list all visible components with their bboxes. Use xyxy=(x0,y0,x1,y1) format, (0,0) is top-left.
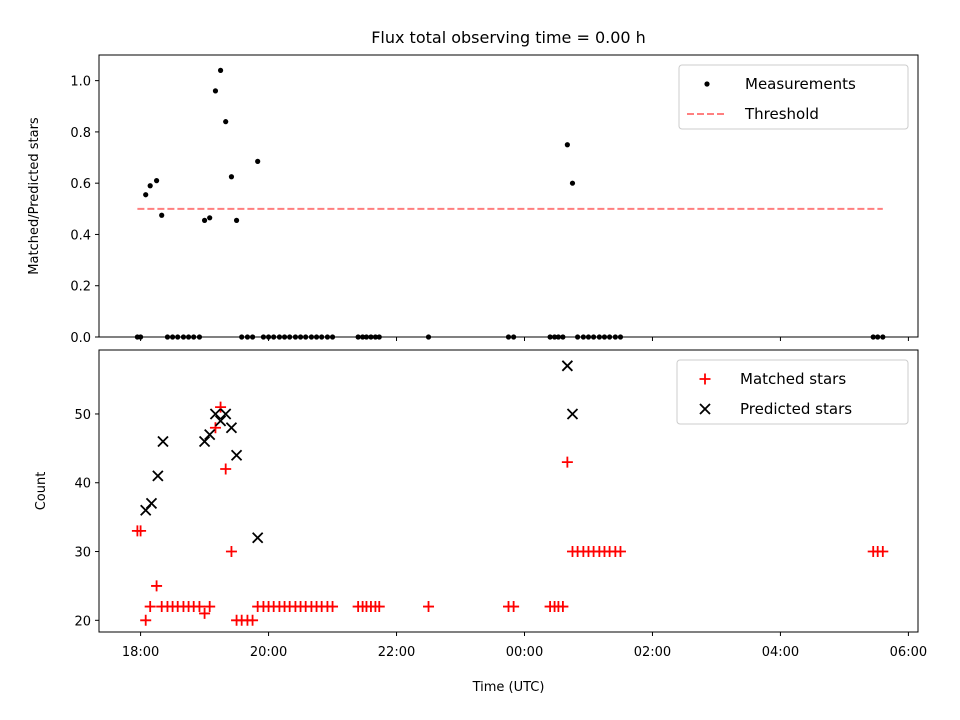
dot-point xyxy=(153,178,160,184)
legend-label: Threshold xyxy=(744,105,819,123)
plus-point xyxy=(557,601,569,613)
x-tick-label: 22:00 xyxy=(378,645,415,660)
panel-ratio: Flux total observing time = 0.00 h 0.0 0.2… xyxy=(27,28,919,346)
plus-point xyxy=(508,601,520,613)
x-point xyxy=(157,435,169,448)
plus-point xyxy=(135,525,147,537)
x-tick-label: 06:00 xyxy=(890,645,927,660)
plus-point xyxy=(247,614,259,626)
x-point xyxy=(198,435,211,448)
dot-point xyxy=(233,217,240,223)
plus-point xyxy=(423,601,435,613)
dot-point xyxy=(228,174,235,180)
plus-point xyxy=(193,601,205,613)
plus-point xyxy=(220,463,232,475)
x-tick-label: 18:00 xyxy=(122,645,159,660)
series-predicted-stars xyxy=(140,360,579,544)
chart-title: Flux total observing time = 0.00 h xyxy=(371,28,646,47)
y-tick-label: 20 xyxy=(74,614,91,629)
dot-point xyxy=(143,192,149,198)
plus-point xyxy=(204,601,216,613)
x-point xyxy=(204,428,216,441)
x-tick-label: 00:00 xyxy=(506,645,543,660)
x-point xyxy=(214,415,227,427)
plus-point xyxy=(327,601,339,613)
plus-point xyxy=(373,601,385,613)
legend-label: Matched stars xyxy=(740,370,846,388)
legend-handle-dot xyxy=(704,81,710,87)
plus-point xyxy=(225,546,237,558)
plot-frame xyxy=(98,54,919,338)
legend-handle-x xyxy=(699,403,711,415)
legend-handle-plus xyxy=(699,373,711,385)
dot-point xyxy=(201,217,208,223)
x-tick-label: 20:00 xyxy=(250,645,287,660)
dot-point xyxy=(159,212,165,218)
dot-point xyxy=(212,88,219,94)
y-tick-label: 30 xyxy=(74,546,91,561)
plus-point xyxy=(614,546,626,558)
dot-point xyxy=(564,142,570,148)
x-point xyxy=(145,497,158,510)
x-tick-label: 02:00 xyxy=(634,645,671,660)
dot-point xyxy=(217,67,224,73)
x-point xyxy=(230,449,243,461)
x-point xyxy=(209,408,222,420)
x-point xyxy=(252,532,264,544)
y-tick-label: 0.4 xyxy=(70,228,91,243)
x-point xyxy=(566,408,579,420)
y-tick-label: 0.0 xyxy=(70,331,91,346)
y-tick-label: 0.8 xyxy=(70,126,91,141)
dot-point xyxy=(569,180,576,186)
x-point xyxy=(220,408,232,420)
x-point xyxy=(225,422,238,434)
legend: Matched stars Predicted stars xyxy=(676,359,909,425)
y-tick-label: 1.0 xyxy=(70,75,91,90)
panel-count: 20 30 40 50 18:00 20:00 22:00 00:00 02:00 04:00 06… xyxy=(34,349,927,695)
x-tick-label: 04:00 xyxy=(762,645,799,660)
legend-box xyxy=(676,359,909,425)
plus-point xyxy=(151,580,163,592)
y-tick-label: 0.6 xyxy=(70,177,91,192)
x-point xyxy=(561,360,574,372)
y-axis-label: Count xyxy=(34,472,49,511)
dot-point xyxy=(223,119,229,125)
legend-label: Predicted stars xyxy=(740,400,852,418)
legend-box xyxy=(678,64,909,130)
plus-point xyxy=(199,607,211,619)
plus-point xyxy=(215,401,227,413)
y-axis-label: Matched/Predicted stars xyxy=(27,117,42,275)
dot-point xyxy=(207,215,213,221)
y-tick-label: 50 xyxy=(74,408,91,423)
dot-point xyxy=(147,183,153,189)
plus-point xyxy=(140,614,152,626)
x-axis-label: Time (UTC) xyxy=(472,680,545,695)
dot-point xyxy=(255,158,261,164)
x-point xyxy=(152,470,164,482)
plus-point xyxy=(561,456,573,468)
series-matched-stars xyxy=(131,401,889,626)
plot-frame xyxy=(98,349,919,633)
legend-label: Measurements xyxy=(745,75,856,93)
plus-point xyxy=(877,546,889,558)
plus-point xyxy=(144,601,156,613)
y-tick-label: 0.2 xyxy=(70,280,91,295)
plus-point xyxy=(209,422,221,434)
legend: Measurements Threshold xyxy=(678,64,909,130)
y-tick-label: 40 xyxy=(74,477,91,492)
